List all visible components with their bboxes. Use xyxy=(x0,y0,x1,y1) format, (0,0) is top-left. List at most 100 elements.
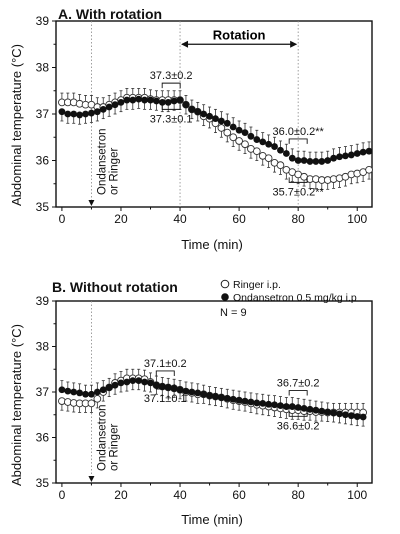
panel-b-ondansetron-point xyxy=(253,399,261,407)
panel-a-annotation: 35.7±0.2** xyxy=(273,186,325,198)
panel-b-y-tick-label: 35 xyxy=(36,476,50,490)
panel-a-ondansetron-point xyxy=(88,109,95,117)
panel-a-injection-label-line: Ondansetron xyxy=(96,129,108,196)
panel-b-ondansetron-point xyxy=(312,406,320,414)
panel-b-ondansetron-point xyxy=(194,389,202,397)
panel-a-injection-label: Ondansetron or Ringer xyxy=(96,129,120,196)
panel-a-ringer-point xyxy=(229,133,238,142)
panel-b-ondansetron-point xyxy=(265,400,273,408)
panel-b-ondansetron-point xyxy=(64,387,72,395)
panel-a-ondansetron-point xyxy=(294,157,302,164)
panel-a-ondansetron-point xyxy=(58,108,66,116)
panel-b-ondansetron-point xyxy=(105,384,113,391)
panel-b-y-tick-label: 37 xyxy=(36,385,50,399)
panel-a-ondansetron-point xyxy=(70,110,78,118)
panel-b-x-tick-label: 40 xyxy=(173,488,187,502)
panel-a-ondansetron-point xyxy=(353,150,361,157)
panel-a-ondansetron-point xyxy=(271,143,278,150)
panel-b-ondansetron-point xyxy=(342,411,349,419)
panel-b-ondansetron-point xyxy=(158,383,166,390)
panel-a-annotation-bracket xyxy=(288,177,308,183)
panel-b-x-axis-label: Time (min) xyxy=(181,512,243,527)
panel-a-y-tick-label: 39 xyxy=(36,14,50,28)
panel-a-ondansetron-point xyxy=(170,97,178,105)
panel-b-annotation: 36.7±0.2 xyxy=(277,378,320,390)
panel-b-ondansetron-point xyxy=(111,381,119,389)
panel-b-ondansetron-point xyxy=(76,389,84,397)
panel-b-ondansetron-point xyxy=(277,402,284,410)
panel-b-ondansetron-point xyxy=(82,390,89,398)
panel-a-ondansetron-point xyxy=(76,111,84,119)
panel-a-ondansetron-point xyxy=(200,110,208,118)
panel-b-ondansetron-point xyxy=(229,395,237,403)
panel-a-ondansetron-point xyxy=(282,150,290,157)
panel-a-annotation-bracket xyxy=(288,138,308,144)
panel-a-x-tick-label: 100 xyxy=(347,212,367,226)
legend: Ringer i.p. Ondansetron 0.5 mg/kg i.p N … xyxy=(220,279,357,319)
panel-b-ondansetron-point xyxy=(93,388,101,396)
panel-b-ondansetron-point xyxy=(217,394,225,401)
panel-a-title: A. With rotation xyxy=(58,6,162,22)
panel-a-ondansetron-point xyxy=(123,96,131,104)
panel-a-y-tick-label: 35 xyxy=(36,200,50,214)
panel-a-ondansetron-point xyxy=(223,119,231,127)
panel-a-ondansetron-point xyxy=(188,105,196,113)
panel-b-y-tick-label: 36 xyxy=(36,431,50,445)
panel-a-rotation-arrow-left xyxy=(181,40,189,48)
panel-b-injection-label-line: or Ringer xyxy=(108,424,120,471)
panel-a-rotation-label: Rotation xyxy=(213,27,266,42)
panel-a-ondansetron-point xyxy=(93,108,101,116)
panel-b-ondansetron-point xyxy=(99,386,107,394)
panel-a-x-tick-label: 20 xyxy=(114,212,128,226)
panel-b-x-tick-label: 20 xyxy=(114,488,128,502)
panel-b-ondansetron-point xyxy=(288,403,296,410)
panel-b-x-tick-label: 80 xyxy=(291,488,305,502)
panel-b-ondansetron-point xyxy=(147,379,154,387)
panel-a-ondansetron-point xyxy=(212,115,219,123)
panel-a-ondansetron-point xyxy=(277,146,284,154)
panel-a-annotation-bracket xyxy=(161,82,181,89)
panel-a-ringer-point xyxy=(252,147,261,156)
panel-a-ondansetron-point xyxy=(141,96,148,104)
panel-b-ondansetron-point xyxy=(200,390,208,398)
panel-b-ondansetron-point xyxy=(212,393,219,400)
panel-a-injection-arrow xyxy=(88,200,95,206)
panel-b-ondansetron-point xyxy=(88,390,95,398)
panel-a-ondansetron-point xyxy=(105,103,113,111)
panel-b-ondansetron-point xyxy=(235,396,243,404)
panel-b-x-tick-label: 60 xyxy=(232,488,246,502)
panel-b-injection-arrow xyxy=(88,476,95,482)
panel-a-ondansetron-point xyxy=(129,96,137,104)
panel-b-ondansetron-point xyxy=(259,399,267,407)
panel-a-x-tick-label: 80 xyxy=(291,212,305,226)
panel-a-ringer-point xyxy=(223,128,232,137)
panel-b-y-tick-label: 38 xyxy=(36,340,50,354)
panel-b-ringer-point xyxy=(87,399,96,408)
panel-b-injection-label: Ondansetron or Ringer xyxy=(96,405,120,472)
panel-b-annotation: 37.1±0.2 xyxy=(144,358,187,370)
panel-a-ondansetron-point xyxy=(300,157,308,164)
panel-b-ringer-point xyxy=(93,394,102,403)
panel-a-ringer-point xyxy=(276,161,285,170)
panel-a-ringer-point xyxy=(264,154,273,163)
panel-a-ringer-point xyxy=(217,124,226,132)
panel-b-annotation-bracket xyxy=(288,390,308,396)
panel-b-ondansetron-point xyxy=(347,412,355,420)
panel-a-ondansetron-point xyxy=(217,117,225,125)
panel-b-ondansetron-point xyxy=(188,388,196,396)
panel-a-x-tick-label: 40 xyxy=(173,212,187,226)
panel-a-y-label: Abdominal temperature (°C) xyxy=(9,44,24,206)
panel-a-ondansetron-point xyxy=(265,140,273,148)
panel-a-ondansetron-point xyxy=(359,148,367,156)
panel-a-y-tick-label: 38 xyxy=(36,61,50,75)
panel-a-ondansetron-point xyxy=(182,101,190,109)
panel-b-ondansetron-point xyxy=(58,386,66,394)
panel-b-ondansetron-point xyxy=(353,413,361,420)
panel-a-ondansetron-point xyxy=(318,158,326,165)
panel-a-ondansetron-point xyxy=(194,108,202,116)
panel-b-ondansetron-point xyxy=(117,379,125,387)
panel-a-ondansetron-point xyxy=(306,158,314,165)
panel-a-annotation: 37.3±0.1 xyxy=(150,113,193,125)
panel-a-ondansetron-point xyxy=(253,136,261,143)
panel-b-ondansetron-point xyxy=(70,388,78,396)
